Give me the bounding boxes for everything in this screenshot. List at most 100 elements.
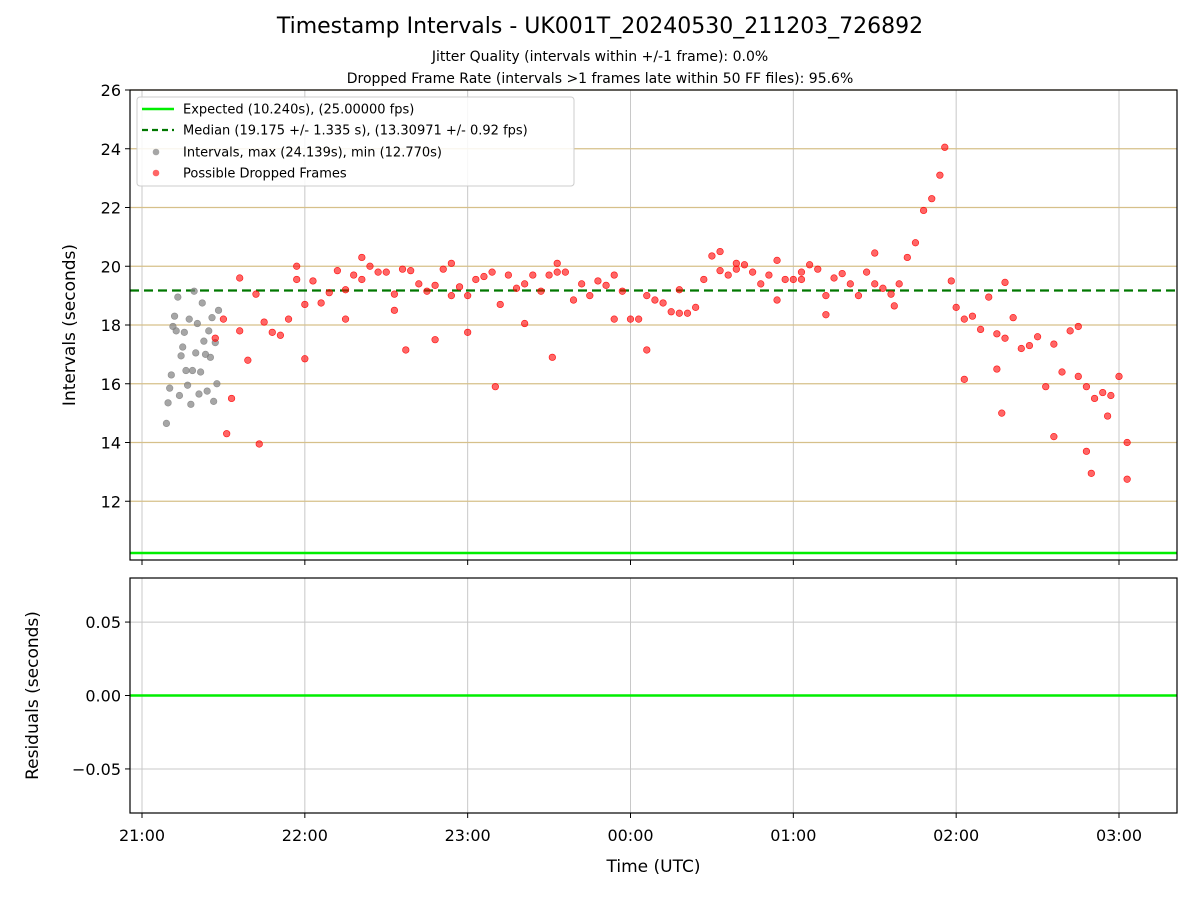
- dropped-point-56: [667, 308, 675, 316]
- dropped-point-96: [985, 293, 993, 301]
- dropped-point-54: [651, 296, 659, 304]
- interval-point-28: [208, 314, 216, 322]
- interval-point-7: [174, 293, 182, 301]
- dropped-point-85: [903, 253, 911, 262]
- dropped-point-58: [683, 309, 692, 317]
- dropped-point-99: [1009, 314, 1017, 322]
- dropped-point-53: [643, 292, 651, 300]
- interval-point-17: [190, 287, 198, 295]
- interval-point-26: [205, 327, 213, 335]
- dropped-point-49: [610, 271, 618, 279]
- dropped-point-105: [1058, 368, 1066, 376]
- dropped-point-84: [895, 280, 903, 288]
- dropped-point-91: [947, 277, 955, 285]
- dropped-point-77: [838, 269, 846, 278]
- dropped-point-38: [521, 280, 529, 288]
- dropped-point-40: [537, 287, 545, 295]
- dropped-point-147: [675, 286, 683, 294]
- dropped-point-81: [871, 280, 879, 288]
- dropped-point-114: [223, 430, 231, 438]
- dropped-point-32: [472, 275, 480, 284]
- dropped-point-130: [464, 328, 472, 336]
- dropped-point-4: [244, 356, 252, 364]
- top-ytick-label-6: 24: [101, 140, 121, 159]
- dropped-point-93: [960, 315, 968, 323]
- dropped-point-8: [276, 331, 285, 339]
- dropped-point-126: [293, 262, 301, 270]
- dropped-point-0: [211, 334, 219, 342]
- dropped-frame-subtitle: Dropped Frame Rate (intervals >1 frames …: [346, 71, 854, 87]
- dropped-point-118: [491, 383, 499, 391]
- dropped-point-34: [488, 268, 496, 276]
- dropped-point-22: [390, 290, 398, 298]
- interval-point-16: [188, 366, 197, 375]
- dropped-point-132: [732, 259, 740, 267]
- bottom-ytick-label-1: 0.00: [85, 687, 121, 706]
- dropped-point-121: [960, 375, 968, 383]
- dropped-point-143: [390, 306, 398, 314]
- dropped-point-142: [1104, 412, 1112, 420]
- dropped-point-90: [941, 143, 949, 151]
- dropped-point-46: [586, 292, 594, 300]
- interval-point-19: [193, 319, 201, 328]
- dropped-point-83: [887, 290, 895, 298]
- legend-label-2: Intervals, max (24.139s), min (12.770s): [183, 146, 442, 161]
- top-ytick-label-7: 26: [101, 81, 121, 100]
- dropped-point-75: [822, 292, 830, 300]
- interval-point-3: [167, 371, 175, 379]
- dropped-point-31: [464, 292, 472, 300]
- dropped-point-3: [236, 327, 244, 335]
- dropped-point-104: [1050, 340, 1058, 348]
- dropped-point-88: [928, 195, 936, 203]
- dropped-point-67: [757, 280, 765, 288]
- dropped-point-87: [919, 206, 928, 215]
- dropped-point-128: [358, 253, 366, 262]
- legend-dropped-swatch: [152, 169, 160, 177]
- dropped-point-43: [561, 268, 569, 276]
- dropped-point-33: [480, 272, 488, 281]
- dropped-point-124: [1123, 475, 1131, 483]
- x-tick-label-6: 03:00: [1096, 826, 1142, 845]
- dropped-point-76: [830, 274, 838, 282]
- dropped-point-45: [578, 280, 586, 288]
- top-ytick-label-0: 12: [101, 492, 121, 511]
- dropped-point-129: [447, 259, 455, 267]
- dropped-point-94: [968, 312, 977, 320]
- dropped-point-134: [871, 249, 879, 257]
- dropped-point-66: [749, 268, 757, 276]
- dropped-point-112: [1115, 372, 1123, 381]
- dropped-point-65: [740, 261, 749, 269]
- dropped-point-135: [890, 302, 898, 310]
- dropped-point-47: [594, 277, 602, 285]
- dropped-point-127: [341, 315, 350, 323]
- dropped-point-133: [797, 275, 806, 284]
- dropped-point-123: [1087, 469, 1095, 477]
- interval-point-0: [162, 419, 171, 428]
- interval-point-29: [210, 397, 218, 405]
- dropped-point-149: [822, 311, 830, 319]
- top-ytick-label-1: 14: [101, 434, 121, 453]
- dropped-point-131: [553, 259, 561, 267]
- interval-point-11: [180, 328, 188, 336]
- top-ytick-label-3: 18: [101, 316, 121, 335]
- chart-title: Timestamp Intervals - UK001T_20240530_21…: [276, 14, 924, 39]
- dropped-point-18: [358, 275, 366, 284]
- dropped-frame-points: [211, 143, 1131, 483]
- interval-point-10: [179, 343, 187, 351]
- dropped-point-23: [398, 265, 407, 273]
- interval-point-20: [195, 390, 203, 398]
- x-tick-label-0: 21:00: [119, 826, 165, 845]
- dropped-point-103: [1042, 383, 1050, 391]
- x-tick-label-5: 02:00: [933, 826, 979, 845]
- dropped-point-97: [993, 330, 1001, 338]
- dropped-point-29: [447, 292, 455, 300]
- interval-points: [162, 287, 223, 428]
- interval-point-12: [182, 366, 190, 375]
- interval-point-2: [166, 384, 174, 392]
- dropped-point-144: [431, 336, 439, 344]
- dropped-point-48: [602, 281, 610, 289]
- dropped-point-9: [284, 315, 293, 323]
- x-tick-label-1: 22:00: [282, 826, 328, 845]
- dropped-point-44: [569, 296, 578, 304]
- dropped-point-57: [675, 309, 683, 317]
